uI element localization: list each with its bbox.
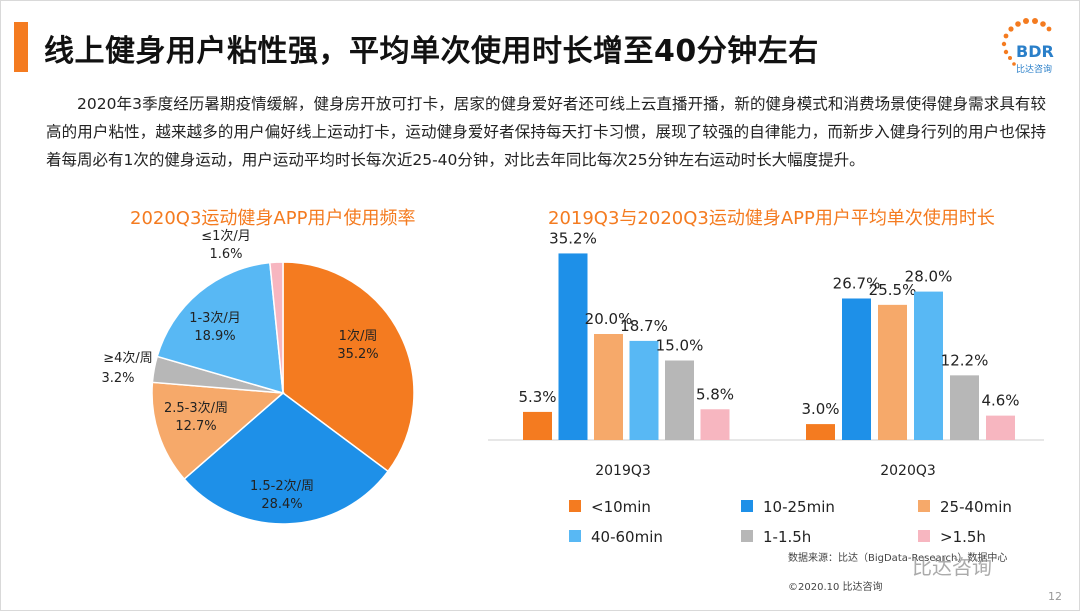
watermark: 比达咨询 [912, 555, 992, 579]
bar-value-label: 20.0% [585, 310, 633, 328]
bar-chart-title: 2019Q3与2020Q3运动健身APP用户平均单次使用时长 [548, 208, 995, 229]
bar-value-label: 18.7% [620, 317, 668, 335]
bar [594, 334, 623, 440]
legend-swatch [918, 530, 930, 542]
bar-value-label: 12.2% [941, 351, 989, 369]
pie-slice-label: ≥4次/周 [103, 350, 153, 366]
pie-slice-label: 2.5-3次/周 [164, 400, 228, 416]
pie-slice-label: 1-3次/月 [189, 310, 241, 326]
pie-slice-label: 1次/周 [339, 328, 378, 344]
legend-label: 10-25min [763, 498, 835, 516]
bar [878, 304, 907, 440]
pie-slice [269, 261, 284, 394]
legend-label: <10min [591, 498, 651, 516]
category-tick-label: 2020Q3 [880, 463, 936, 479]
bar-value-label: 5.3% [518, 388, 556, 406]
bdr-logo-icon [1001, 18, 1052, 66]
legend-label: 40-60min [591, 528, 663, 546]
bar [806, 424, 835, 440]
legend-label: 25-40min [940, 498, 1012, 516]
legend-label: 1-1.5h [763, 528, 811, 546]
pie-slice-value: 18.9% [194, 329, 235, 344]
bar [986, 415, 1015, 440]
pie-slice [151, 381, 285, 481]
bar [523, 411, 552, 440]
bar [665, 360, 694, 440]
bar [700, 409, 730, 440]
bar-value-label: 5.8% [696, 385, 734, 403]
page-number: 12 [1048, 590, 1062, 603]
bar [950, 375, 979, 440]
page-title: 线上健身用户粘性强，平均单次使用时长增至40分钟左右 [44, 34, 819, 69]
bar-value-label: 35.2% [549, 229, 597, 247]
legend-swatch [569, 530, 581, 542]
pie-slice [156, 261, 284, 395]
legend-swatch [918, 500, 930, 512]
intro-paragraph: 2020年3季度经历暑期疫情缓解，健身房开放可打卡，居家的健身爱好者还可线上云直… [46, 95, 1046, 169]
pie-slice [282, 261, 415, 473]
bar [629, 340, 659, 440]
logo-text: BDR [1016, 42, 1054, 61]
pie-slice-value: 12.7% [175, 419, 216, 434]
pie-slice-value: 1.6% [209, 247, 242, 262]
bar-value-label: 3.0% [801, 400, 839, 418]
data-source-note: 数据来源：比达（BigData-Research）数据中心 [788, 553, 1008, 564]
category-tick-label: 2019Q3 [595, 463, 651, 479]
bar [842, 298, 871, 440]
bar-value-label: 25.5% [869, 281, 917, 299]
bar-value-label: 26.7% [833, 274, 881, 292]
title-accent-bar [14, 22, 28, 72]
legend-swatch [741, 530, 753, 542]
pie-slice-value: 3.2% [101, 371, 134, 386]
pie-chart-title: 2020Q3运动健身APP用户使用频率 [130, 208, 416, 229]
logo-subtitle: 比达咨询 [1016, 65, 1053, 75]
pie-slice-value: 28.4% [261, 497, 302, 512]
bar [558, 253, 588, 440]
legend-swatch [741, 500, 753, 512]
bar-value-label: 4.6% [981, 392, 1019, 410]
bar-value-label: 28.0% [905, 268, 953, 286]
pie-slice-value: 35.2% [337, 347, 378, 362]
copyright-note: ©2020.10 比达咨询 [788, 582, 883, 593]
legend-label: >1.5h [940, 528, 986, 546]
legend-swatch [569, 500, 581, 512]
pie-slice-label: ≤1次/月 [201, 228, 251, 244]
bar [914, 291, 943, 440]
pie-slice [183, 392, 390, 525]
bar-value-label: 15.0% [656, 337, 704, 355]
pie-slice-label: 1.5-2次/周 [250, 478, 314, 494]
